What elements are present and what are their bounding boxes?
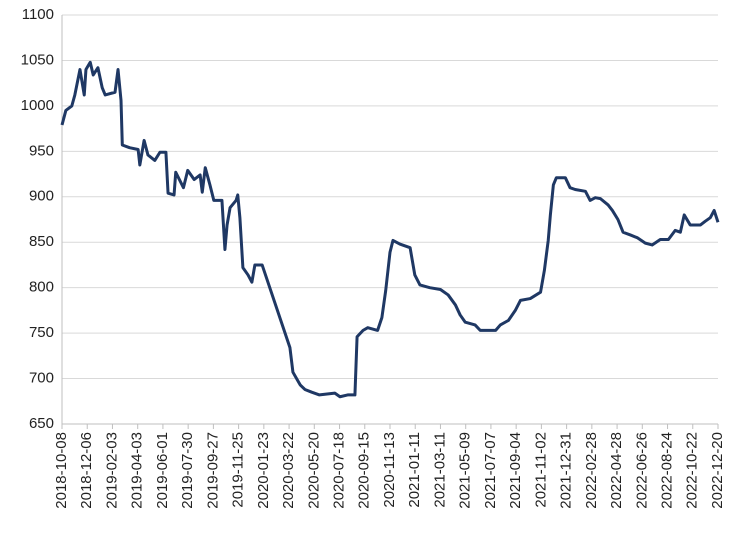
y-tick-label: 650 [29, 415, 54, 432]
x-tick-label: 2020-05-20 [305, 432, 322, 509]
data-line [60, 60, 720, 399]
x-tick-label: 2019-02-03 [103, 432, 120, 509]
x-tick-label: 2022-04-28 [608, 432, 625, 509]
x-tick-label: 2021-05-09 [457, 432, 474, 509]
x-tick-label: 2019-06-01 [154, 432, 171, 509]
x-tick-label: 2021-09-04 [507, 432, 524, 509]
y-tick-label: 1050 [21, 51, 54, 68]
x-tick-label: 2019-11-25 [230, 432, 247, 508]
x-tick-label: 2022-12-20 [709, 432, 726, 509]
y-tick-label: 800 [29, 279, 54, 296]
x-tick-label: 2019-07-30 [179, 432, 196, 509]
y-tick-label: 950 [29, 142, 54, 159]
x-tick-label: 2020-07-18 [331, 432, 348, 509]
x-tick-label: 2019-09-27 [204, 432, 221, 509]
x-tick-label: 2022-06-26 [633, 432, 650, 509]
x-tick-label: 2021-11-02 [532, 432, 549, 508]
y-tick-label: 750 [29, 324, 54, 341]
x-tick-label: 2020-01-23 [255, 432, 272, 509]
x-tick-label: 2020-09-15 [356, 432, 373, 509]
x-tick-label: 2020-03-22 [280, 432, 297, 509]
y-tick-label: 900 [29, 188, 54, 205]
x-tick-label: 2018-10-08 [53, 432, 70, 509]
x-tick-label: 2020-11-13 [381, 432, 398, 508]
x-tick-label: 2021-03-11 [431, 432, 448, 508]
x-tick-label: 2018-12-06 [78, 432, 95, 509]
x-tick-label: 2019-04-03 [129, 432, 146, 509]
x-tick-label: 2021-12-31 [558, 432, 575, 509]
y-tick-label: 850 [29, 233, 54, 250]
y-tick-label: 700 [29, 370, 54, 387]
y-tick-label: 1100 [22, 6, 54, 23]
x-tick-label: 2021-01-11 [406, 432, 423, 508]
x-tick-label: 2022-08-24 [659, 432, 676, 509]
x-tick-label: 2022-02-28 [583, 432, 600, 509]
x-tick-label: 2022-10-22 [684, 432, 701, 509]
y-tick-label: 1000 [21, 97, 54, 114]
x-tick-label: 2021-07-07 [482, 432, 499, 509]
